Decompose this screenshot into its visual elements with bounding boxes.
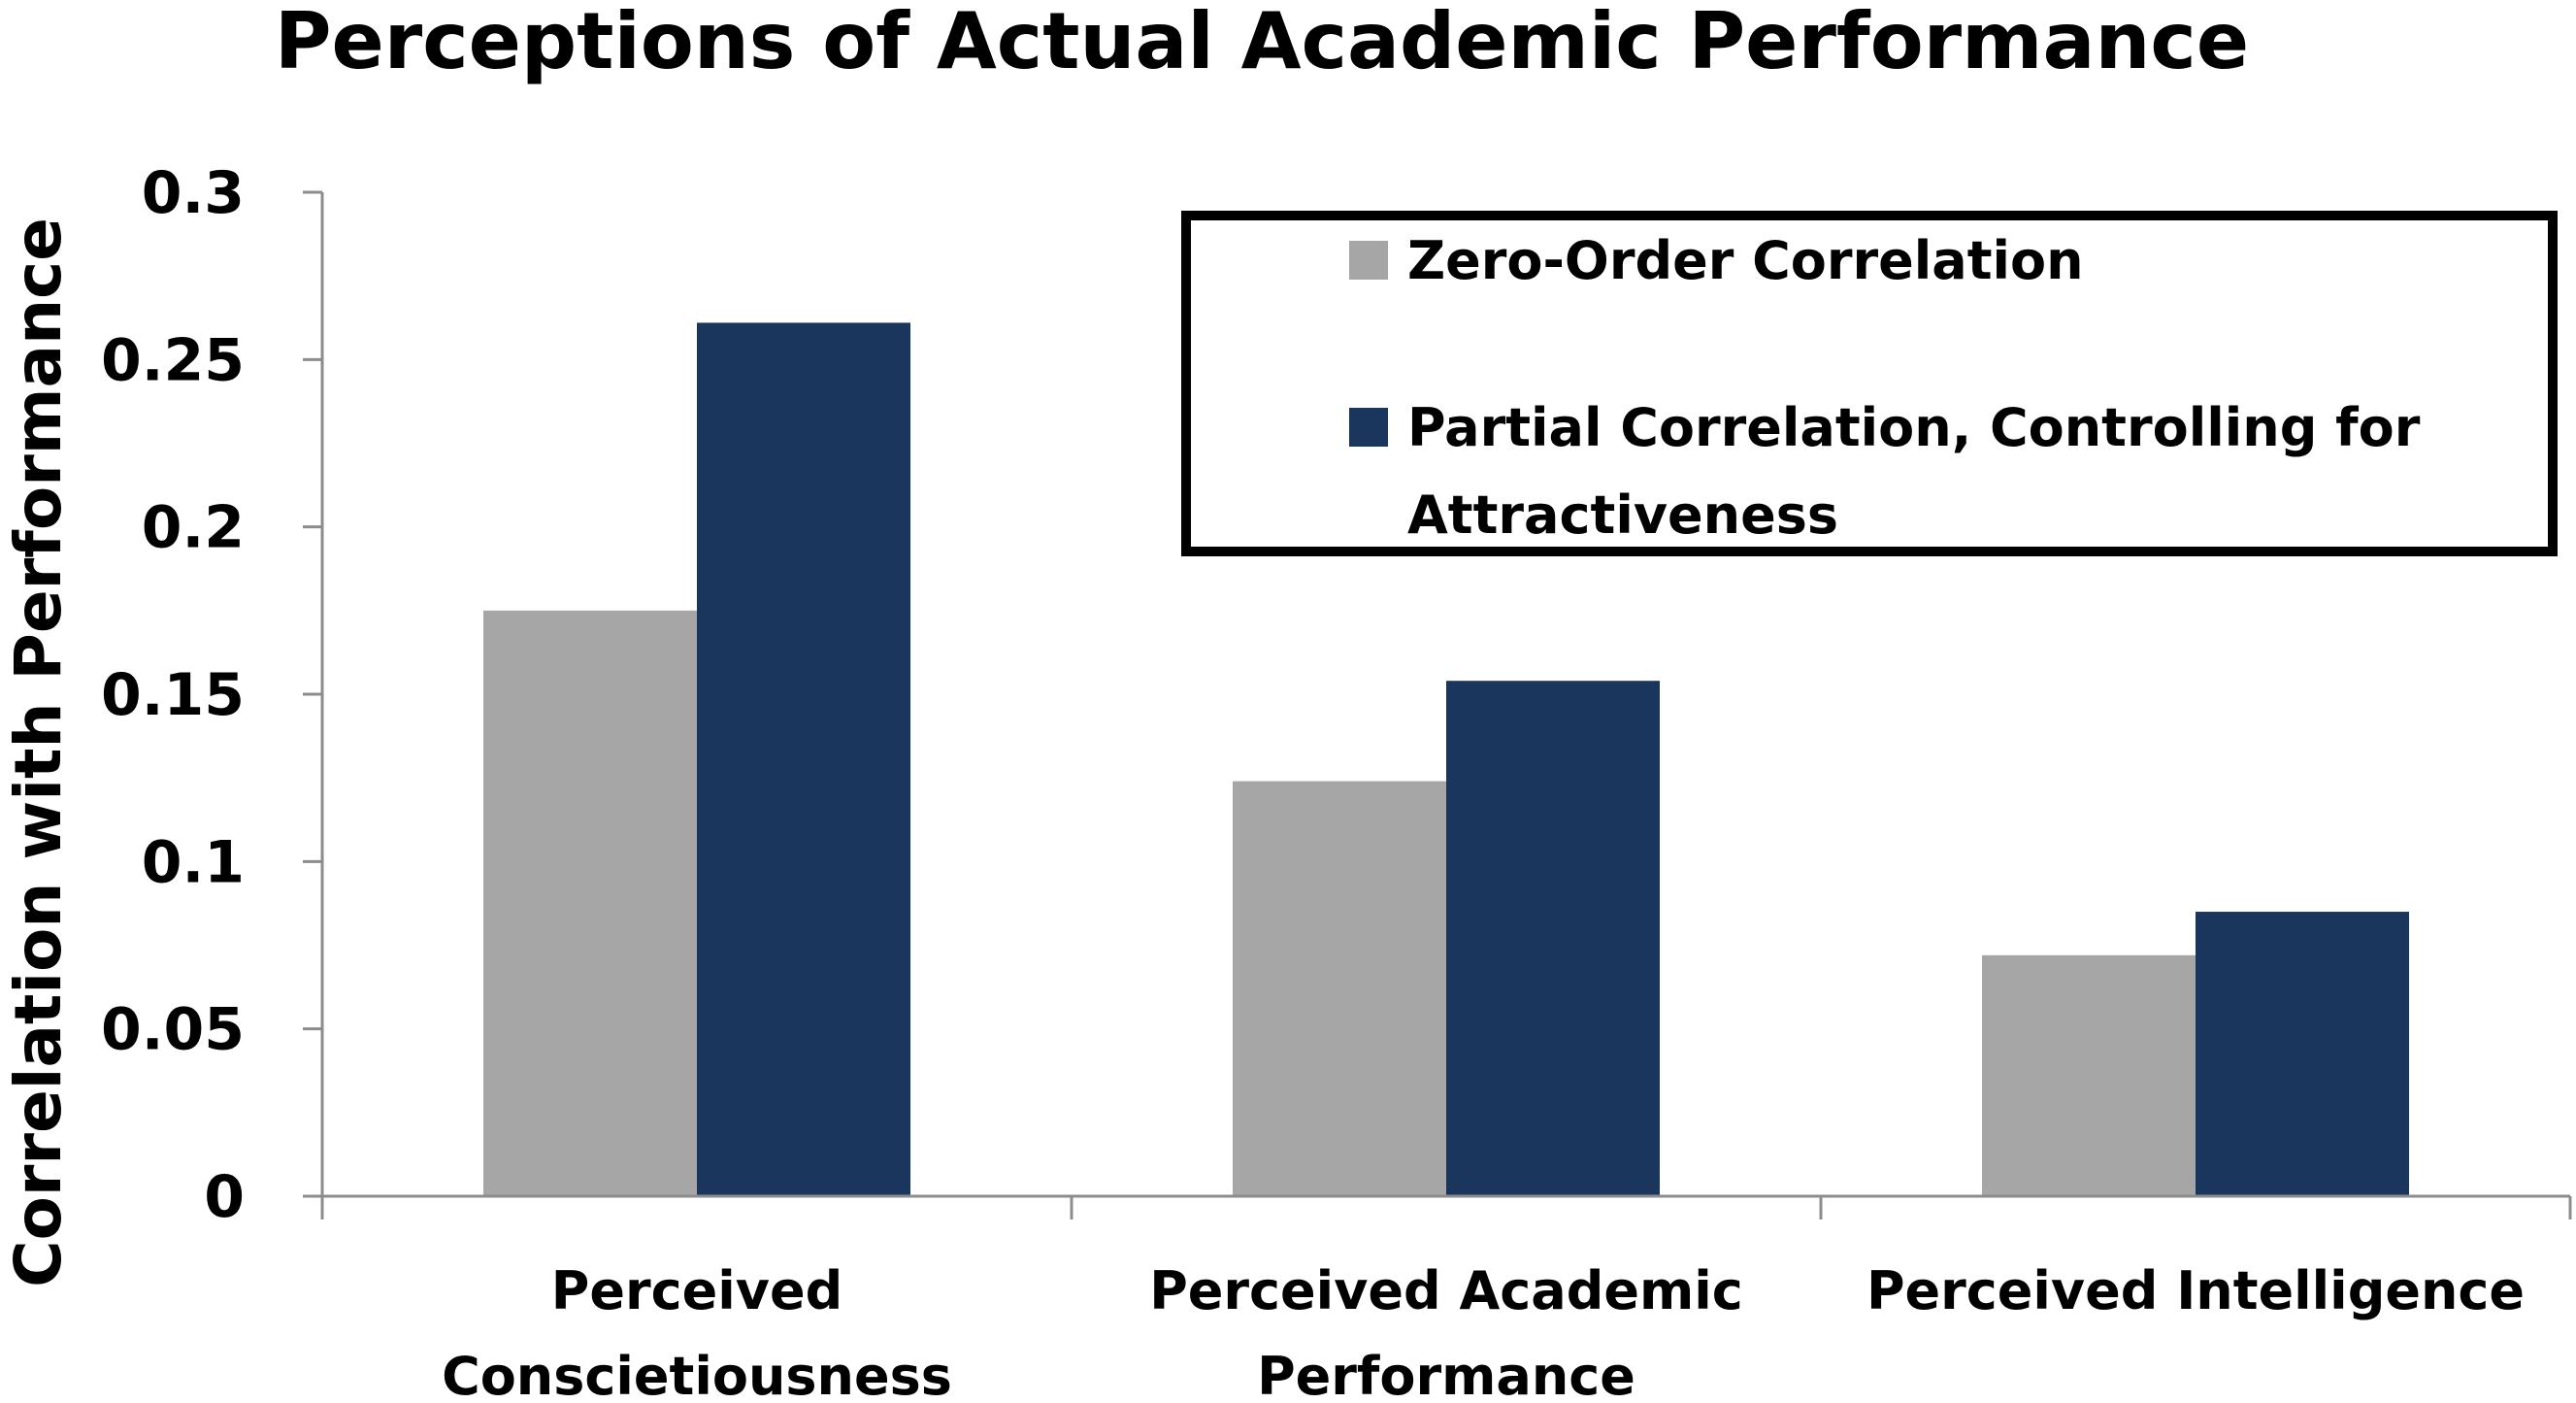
chart-title: Perceptions of Actual Academic Performan… [275,0,2249,86]
y-tick-label: 0.2 [142,494,245,562]
bar [483,610,697,1196]
x-tick-label: Perceived Academic [1149,1260,1743,1321]
y-axis: 0 0.05 0.1 0.15 0.2 0.25 0.3 [101,159,324,1231]
x-tick-label: Performance [1257,1346,1635,1398]
legend-swatch [1349,408,1388,447]
legend: Zero-Order Correlation Partial Correlatio… [1181,211,2558,556]
bar [697,322,910,1196]
legend-label: Attractiveness [1407,484,1838,546]
bar [1982,954,2196,1196]
legend-label: Partial Correlation, Controlling for [1407,397,2421,458]
x-tick-label: Perceived Intelligence [1866,1260,2525,1321]
bars [483,322,2409,1196]
y-tick-label: 0.3 [142,159,245,227]
x-tick-label: Conscietiousness [442,1346,952,1398]
x-tick-label: Perceived [551,1260,842,1321]
legend-swatch [1349,241,1388,280]
y-tick-label: 0.05 [101,996,245,1064]
y-tick-label: 0.1 [142,828,245,896]
y-axis-label: Correlation with Performance [1,217,76,1287]
legend-box [1181,211,2558,556]
bar [2196,912,2409,1196]
y-tick-label: 0 [204,1163,245,1231]
x-axis: Perceived Conscietiousness Perceived Acade… [320,1194,2572,1403]
bar [1233,781,1446,1196]
y-tick-label: 0.15 [101,661,245,729]
legend-label: Zero-Order Correlation [1407,230,2084,291]
y-tick-label: 0.25 [101,326,245,394]
bar [1446,681,1660,1196]
